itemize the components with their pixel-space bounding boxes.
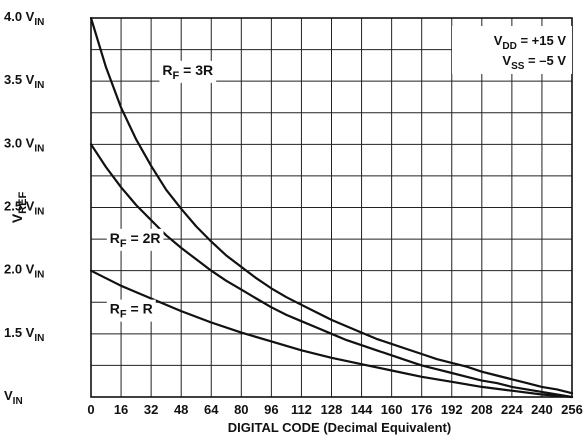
series-lines [89,16,574,399]
y-tick-label: 1.5 VIN [4,325,44,344]
series-line-3 [89,269,574,399]
x-tick-label: 80 [234,402,248,417]
grid [91,18,572,397]
y-tick-label: 3.0 VIN [4,135,44,154]
y-tick-label: VIN [4,388,23,407]
annotation-line-1: VDD = +15 V [494,33,567,52]
series-label-text: RF = 2R [110,230,161,250]
y-tick-label: 2.0 VIN [4,262,44,281]
x-tick-label: 32 [144,402,158,417]
y-axis-title: VREF [9,192,29,224]
x-tick-label: 16 [114,402,128,417]
annotation-line-2: VSS = –5 V [502,53,566,72]
y-tick-labels: VIN 1.5 VIN 2.0 VIN 2.5 VIN 3.0 VIN 3.5 VIN 4.… [4,9,44,407]
x-tick-label: 96 [264,402,278,417]
x-tick-label: 256 [561,402,583,417]
y-tick-label: 2.5 VIN [4,199,44,218]
series-line-1 [89,16,574,395]
annotation-background [452,26,572,74]
x-tick-label: 208 [471,402,493,417]
x-tick-label: 176 [411,402,433,417]
y-tick-label: 3.5 VIN [4,72,44,91]
x-tick-label: 112 [291,402,312,417]
series-labels: RF = 3R RF = 2R RF = R [106,60,217,322]
series-label-1: RF = 3R [159,60,217,83]
x-tick-label: 144 [351,402,373,417]
y-axis-title-text: VREF [9,192,29,224]
x-tick-label: 128 [321,402,343,417]
x-tick-label: 48 [174,402,188,417]
plot-frame [90,17,573,398]
x-tick-labels: 0 16 32 48 64 80 96 112 128 144 160 176 192 208 224 240… [87,402,582,417]
series-label-text: RF = R [110,301,153,321]
x-tick-label: 0 [87,402,94,417]
x-tick-label: 224 [501,402,523,417]
series-line-2 [89,143,574,399]
x-tick-label: 64 [204,402,219,417]
x-tick-label: 192 [441,402,463,417]
x-tick-label: 240 [531,402,553,417]
series-label-text: RF = 3R [162,62,213,82]
series-label-background [106,228,164,251]
x-axis-title: DIGITAL CODE (Decimal Equivalent) [228,420,451,435]
x-tick-label: 160 [381,402,403,417]
series-label-background [159,60,217,83]
series-label-background [106,299,156,322]
y-tick-label: 4.0 VIN [4,9,44,28]
series-label-3: RF = R [106,299,156,322]
series-label-2: RF = 2R [106,228,164,251]
